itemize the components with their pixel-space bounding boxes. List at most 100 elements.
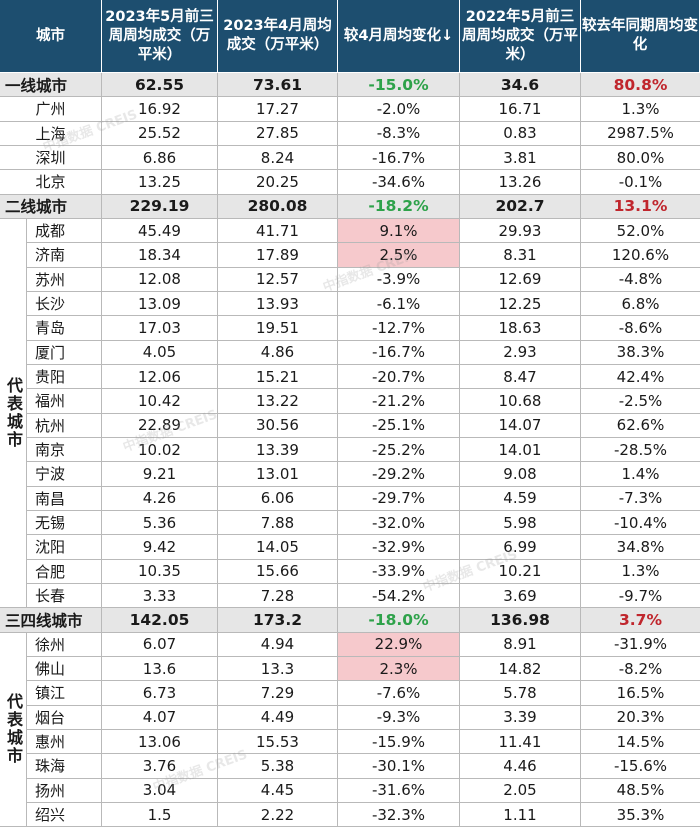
tier-vs-apr: -18.0% <box>338 608 460 633</box>
cell-vs-apr: -25.1% <box>338 413 460 438</box>
cell-city: 合肥 <box>27 559 102 584</box>
cell-may-2022: 6.99 <box>460 535 581 560</box>
cell-apr-2023: 30.56 <box>218 413 338 438</box>
cell-city: 深圳 <box>0 145 102 171</box>
cell-yoy: -28.5% <box>581 438 700 463</box>
cell-apr-2023: 27.85 <box>218 121 338 146</box>
table-row: 珠海 3.76 5.38 -30.1% 4.46 -15.6% <box>0 754 700 779</box>
cell-may-2022: 16.71 <box>460 97 581 122</box>
cell-may-2023: 4.26 <box>102 486 218 511</box>
cell-vs-apr: -2.0% <box>338 97 460 122</box>
table-row: 上海 25.52 27.85 -8.3% 0.83 2987.5% <box>0 121 700 146</box>
cell-may-2022: 11.41 <box>460 729 581 755</box>
cell-apr-2023: 2.22 <box>218 802 338 828</box>
table-row: 惠州 13.06 15.53 -15.9% 11.41 14.5% <box>0 729 700 755</box>
cell-may-2023: 4.07 <box>102 705 218 730</box>
group-label: 代表城市 <box>0 632 27 828</box>
cell-may-2023: 3.76 <box>102 754 218 779</box>
tier-apr-2023: 280.08 <box>218 194 338 219</box>
table-row: 绍兴 1.5 2.22 -32.3% 1.11 35.3% <box>0 802 700 828</box>
cell-may-2023: 9.42 <box>102 535 218 560</box>
cell-city: 扬州 <box>27 778 102 803</box>
cell-apr-2023: 4.49 <box>218 705 338 730</box>
cell-yoy: 6.8% <box>581 292 700 317</box>
cell-apr-2023: 12.57 <box>218 267 338 292</box>
cell-may-2022: 9.08 <box>460 462 581 487</box>
cell-apr-2023: 15.53 <box>218 729 338 755</box>
cell-vs-apr: -34.6% <box>338 170 460 195</box>
table-row: 沈阳 9.42 14.05 -32.9% 6.99 34.8% <box>0 535 700 560</box>
cell-vs-apr: -25.2% <box>338 437 460 463</box>
cell-apr-2023: 19.51 <box>218 316 338 341</box>
cell-may-2023: 13.06 <box>102 729 218 755</box>
cell-yoy: 14.5% <box>581 730 700 755</box>
cell-vs-apr: -29.2% <box>338 462 460 487</box>
cell-may-2023: 5.36 <box>102 510 218 536</box>
table-row: 青岛 17.03 19.51 -12.7% 18.63 -8.6% <box>0 316 700 341</box>
cell-may-2023: 9.21 <box>102 462 218 487</box>
cell-vs-apr: -29.7% <box>338 486 460 511</box>
cell-may-2022: 3.81 <box>460 145 581 171</box>
cell-yoy: -15.6% <box>581 754 700 779</box>
cell-yoy: -2.5% <box>581 389 700 414</box>
cell-city: 佛山 <box>27 656 102 682</box>
tier-may-2023: 142.05 <box>102 608 218 633</box>
cell-city: 南京 <box>27 437 102 463</box>
table-row: 深圳 6.86 8.24 -16.7% 3.81 80.0% <box>0 145 700 171</box>
cell-vs-apr: -9.3% <box>338 705 460 730</box>
header-may-2023: 2023年5月前三周周均成交（万平米） <box>102 0 218 73</box>
cell-city: 济南 <box>27 243 102 268</box>
cell-city: 北京 <box>0 170 102 195</box>
cell-vs-apr: -54.2% <box>338 583 460 609</box>
cell-city: 镇江 <box>27 681 102 706</box>
cell-apr-2023: 5.38 <box>218 754 338 779</box>
table-row: 扬州 3.04 4.45 -31.6% 2.05 48.5% <box>0 778 700 803</box>
cell-may-2023: 6.07 <box>102 632 218 657</box>
cell-may-2022: 8.91 <box>460 632 581 657</box>
cell-apr-2023: 17.27 <box>218 97 338 122</box>
cell-apr-2023: 13.39 <box>218 437 338 463</box>
cell-may-2023: 3.04 <box>102 778 218 803</box>
cell-may-2023: 3.33 <box>102 583 218 609</box>
cell-apr-2023: 15.66 <box>218 559 338 584</box>
cell-city: 长春 <box>27 583 102 609</box>
cell-city: 广州 <box>0 97 102 122</box>
cell-yoy: 80.0% <box>581 146 700 171</box>
cell-may-2023: 16.92 <box>102 97 218 122</box>
cell-may-2023: 17.03 <box>102 316 218 341</box>
cell-apr-2023: 7.29 <box>218 681 338 706</box>
table-row: 苏州 12.08 12.57 -3.9% 12.69 -4.8% <box>0 267 700 292</box>
cell-apr-2023: 17.89 <box>218 243 338 268</box>
cell-vs-apr: 2.5% <box>338 243 460 268</box>
table-row: 杭州 22.89 30.56 -25.1% 14.07 62.6% <box>0 413 700 438</box>
cell-may-2023: 6.86 <box>102 145 218 171</box>
cell-may-2022: 10.68 <box>460 389 581 414</box>
cell-may-2022: 18.63 <box>460 316 581 341</box>
cell-apr-2023: 14.05 <box>218 535 338 560</box>
table-header: 城市 2023年5月前三周周均成交（万平米） 2023年4月周均成交（万平米） … <box>0 0 700 73</box>
cell-may-2022: 3.39 <box>460 705 581 730</box>
tier-yoy: 3.7% <box>581 608 700 633</box>
cell-yoy: 62.6% <box>581 414 700 438</box>
cell-yoy: 1.3% <box>581 97 700 122</box>
table-row: 厦门 4.05 4.86 -16.7% 2.93 38.3% <box>0 340 700 365</box>
cell-may-2023: 10.42 <box>102 389 218 414</box>
cell-vs-apr: 22.9% <box>338 632 460 657</box>
cell-may-2022: 2.05 <box>460 778 581 803</box>
cell-may-2023: 45.49 <box>102 218 218 244</box>
cell-may-2023: 10.02 <box>102 437 218 463</box>
cell-may-2022: 4.59 <box>460 486 581 511</box>
table-row: 北京 13.25 20.25 -34.6% 13.26 -0.1% <box>0 170 700 195</box>
cell-may-2022: 2.93 <box>460 340 581 365</box>
cell-vs-apr: 9.1% <box>338 218 460 244</box>
table-row: 长春 3.33 7.28 -54.2% 3.69 -9.7% <box>0 583 700 609</box>
cell-yoy: 16.5% <box>581 681 700 706</box>
cell-vs-apr: -20.7% <box>338 364 460 390</box>
cell-vs-apr: -32.9% <box>338 535 460 560</box>
cell-yoy: -7.3% <box>581 487 700 511</box>
cell-city: 宁波 <box>27 462 102 487</box>
header-may-2022: 2022年5月前三周周均成交（万平米） <box>460 0 581 73</box>
tier-city: 二线城市 <box>0 194 102 219</box>
cell-apr-2023: 8.24 <box>218 145 338 171</box>
cell-vs-apr: -16.7% <box>338 145 460 171</box>
